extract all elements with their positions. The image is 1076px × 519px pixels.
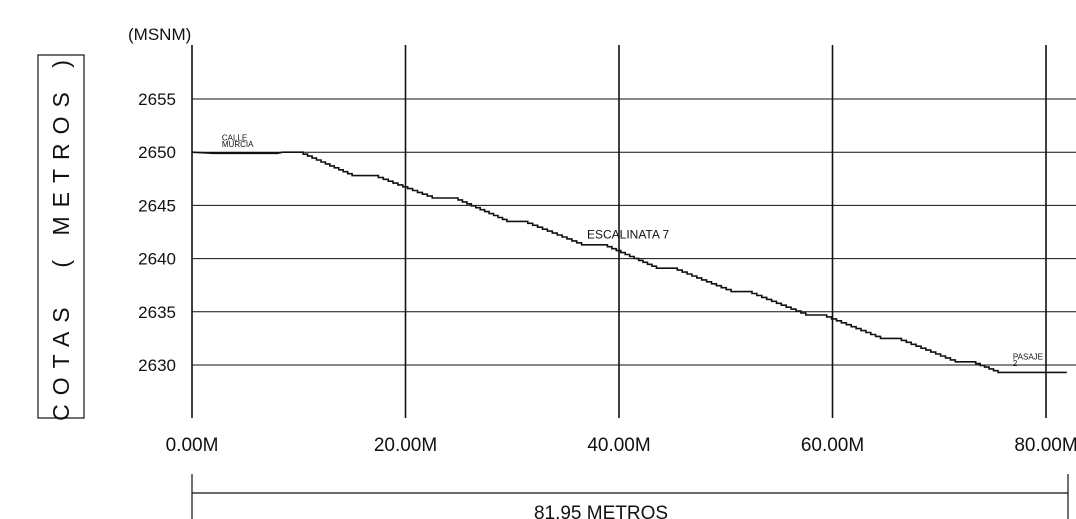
annotation-label: MURCIA (222, 140, 254, 149)
grid (191, 45, 1076, 418)
annotation-label: PASAJE (1013, 353, 1043, 362)
x-tick-label: 80.00M (1014, 435, 1076, 456)
y-tick-label: 2630 (138, 356, 176, 375)
y-axis-title-box (37, 54, 85, 419)
y-axis-title: COTAS ( METROS ) (48, 51, 74, 421)
y-tick-label: 2645 (138, 196, 176, 215)
profile-series (191, 151, 1067, 374)
y-tick-label: 2640 (138, 250, 176, 269)
x-tick-label: 20.00M (374, 435, 437, 456)
x-tick-label: 40.00M (587, 435, 650, 456)
x-tick-label: 60.00M (801, 435, 864, 456)
elevation-line (191, 151, 1067, 374)
x-tick-label: 0.00M (166, 435, 219, 456)
y-tick-label: 2650 (138, 143, 176, 162)
total-length-dimension: 81.95 METROS (191, 474, 1069, 519)
annotation-label: 2 (1013, 359, 1018, 368)
y-tick-label: 2655 (138, 90, 176, 109)
axis-ticks: 2655 2650 2645 2640 2635 2630 0.00M 20.00M 40.00… (138, 90, 1076, 456)
annotation-label: CALLE (222, 133, 247, 142)
unit-label: (MSNM) (128, 25, 191, 44)
total-length-label: 81.95 METROS (534, 503, 668, 519)
annotation-label: ESCALINATA 7 (587, 227, 670, 241)
y-tick-label: 2635 (138, 303, 176, 322)
